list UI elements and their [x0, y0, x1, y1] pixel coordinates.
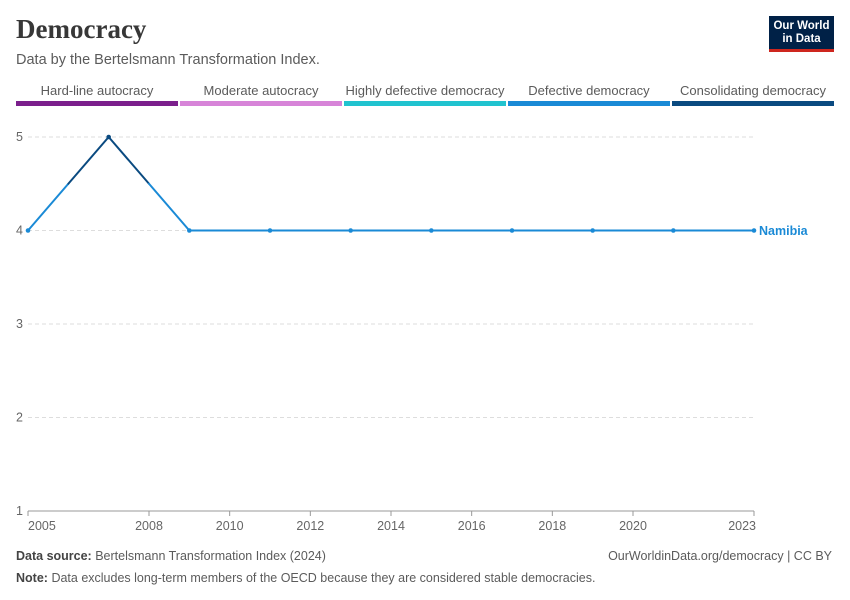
data-source: Data source: Bertelsmann Transformation … — [16, 549, 326, 563]
y-tick-label: 3 — [16, 317, 23, 331]
credit-link[interactable]: OurWorldinData.org/democracy | CC BY — [608, 549, 832, 563]
data-point — [509, 228, 515, 233]
x-tick-label: 2010 — [216, 519, 244, 533]
x-tick-label: 2014 — [377, 519, 405, 533]
y-tick-label: 5 — [16, 130, 23, 144]
data-point — [429, 228, 434, 233]
series-line-segment — [67, 136, 110, 185]
owid-logo[interactable]: Our World in Data — [769, 16, 834, 52]
x-tick-label: 2005 — [28, 519, 56, 533]
x-tick-label: 2008 — [135, 519, 163, 533]
legend-item-consolidating-democracy[interactable]: Consolidating democracy — [672, 82, 834, 106]
data-point — [671, 228, 676, 233]
logo-line-1: Our World — [773, 20, 830, 32]
chart-title: Democracy — [16, 14, 147, 44]
data-point — [751, 228, 757, 233]
data-point — [187, 228, 192, 233]
line-chart: 1 2 3 4 5 2005 2008 2010 2012 2014 2016 2018 2020 202… — [16, 130, 809, 533]
data-point — [106, 134, 111, 140]
y-tick-label: 1 — [16, 504, 23, 518]
x-tick-label: 2023 — [728, 519, 756, 533]
chart-note: Note: Data excludes long-term members of… — [16, 571, 595, 585]
x-tick-label: 2020 — [619, 519, 647, 533]
data-point — [348, 228, 353, 233]
series-label: Namibia — [759, 224, 809, 238]
source-text[interactable]: Bertelsmann Transformation Index (2024) — [95, 549, 326, 563]
y-tick-label: 2 — [16, 411, 23, 425]
series-line-segment — [27, 182, 70, 232]
data-point — [25, 228, 31, 233]
series-line-segment — [148, 182, 191, 232]
legend-item-highly-defective-democracy[interactable]: Highly defective democracy — [344, 82, 506, 106]
color-legend: Hard-line autocracy Moderate autocracy H… — [16, 82, 834, 106]
legend-item-defective-democracy[interactable]: Defective democracy — [508, 82, 670, 106]
legend-item-moderate-autocracy[interactable]: Moderate autocracy — [180, 82, 342, 106]
source-label: Data source: — [16, 549, 92, 563]
series-line-segment — [107, 136, 150, 185]
note-label: Note: — [16, 571, 48, 585]
chart-subtitle: Data by the Bertelsmann Transformation I… — [16, 52, 320, 68]
x-tick-label: 2016 — [458, 519, 486, 533]
legend-item-hard-line-autocracy[interactable]: Hard-line autocracy — [16, 82, 178, 106]
data-point — [267, 228, 273, 233]
x-tick-label: 2018 — [538, 519, 566, 533]
x-tick-label: 2012 — [296, 519, 324, 533]
note-text: Data excludes long-term members of the O… — [51, 571, 596, 585]
logo-line-2: in Data — [782, 33, 821, 45]
y-tick-label: 4 — [16, 224, 23, 238]
data-point — [590, 228, 595, 233]
